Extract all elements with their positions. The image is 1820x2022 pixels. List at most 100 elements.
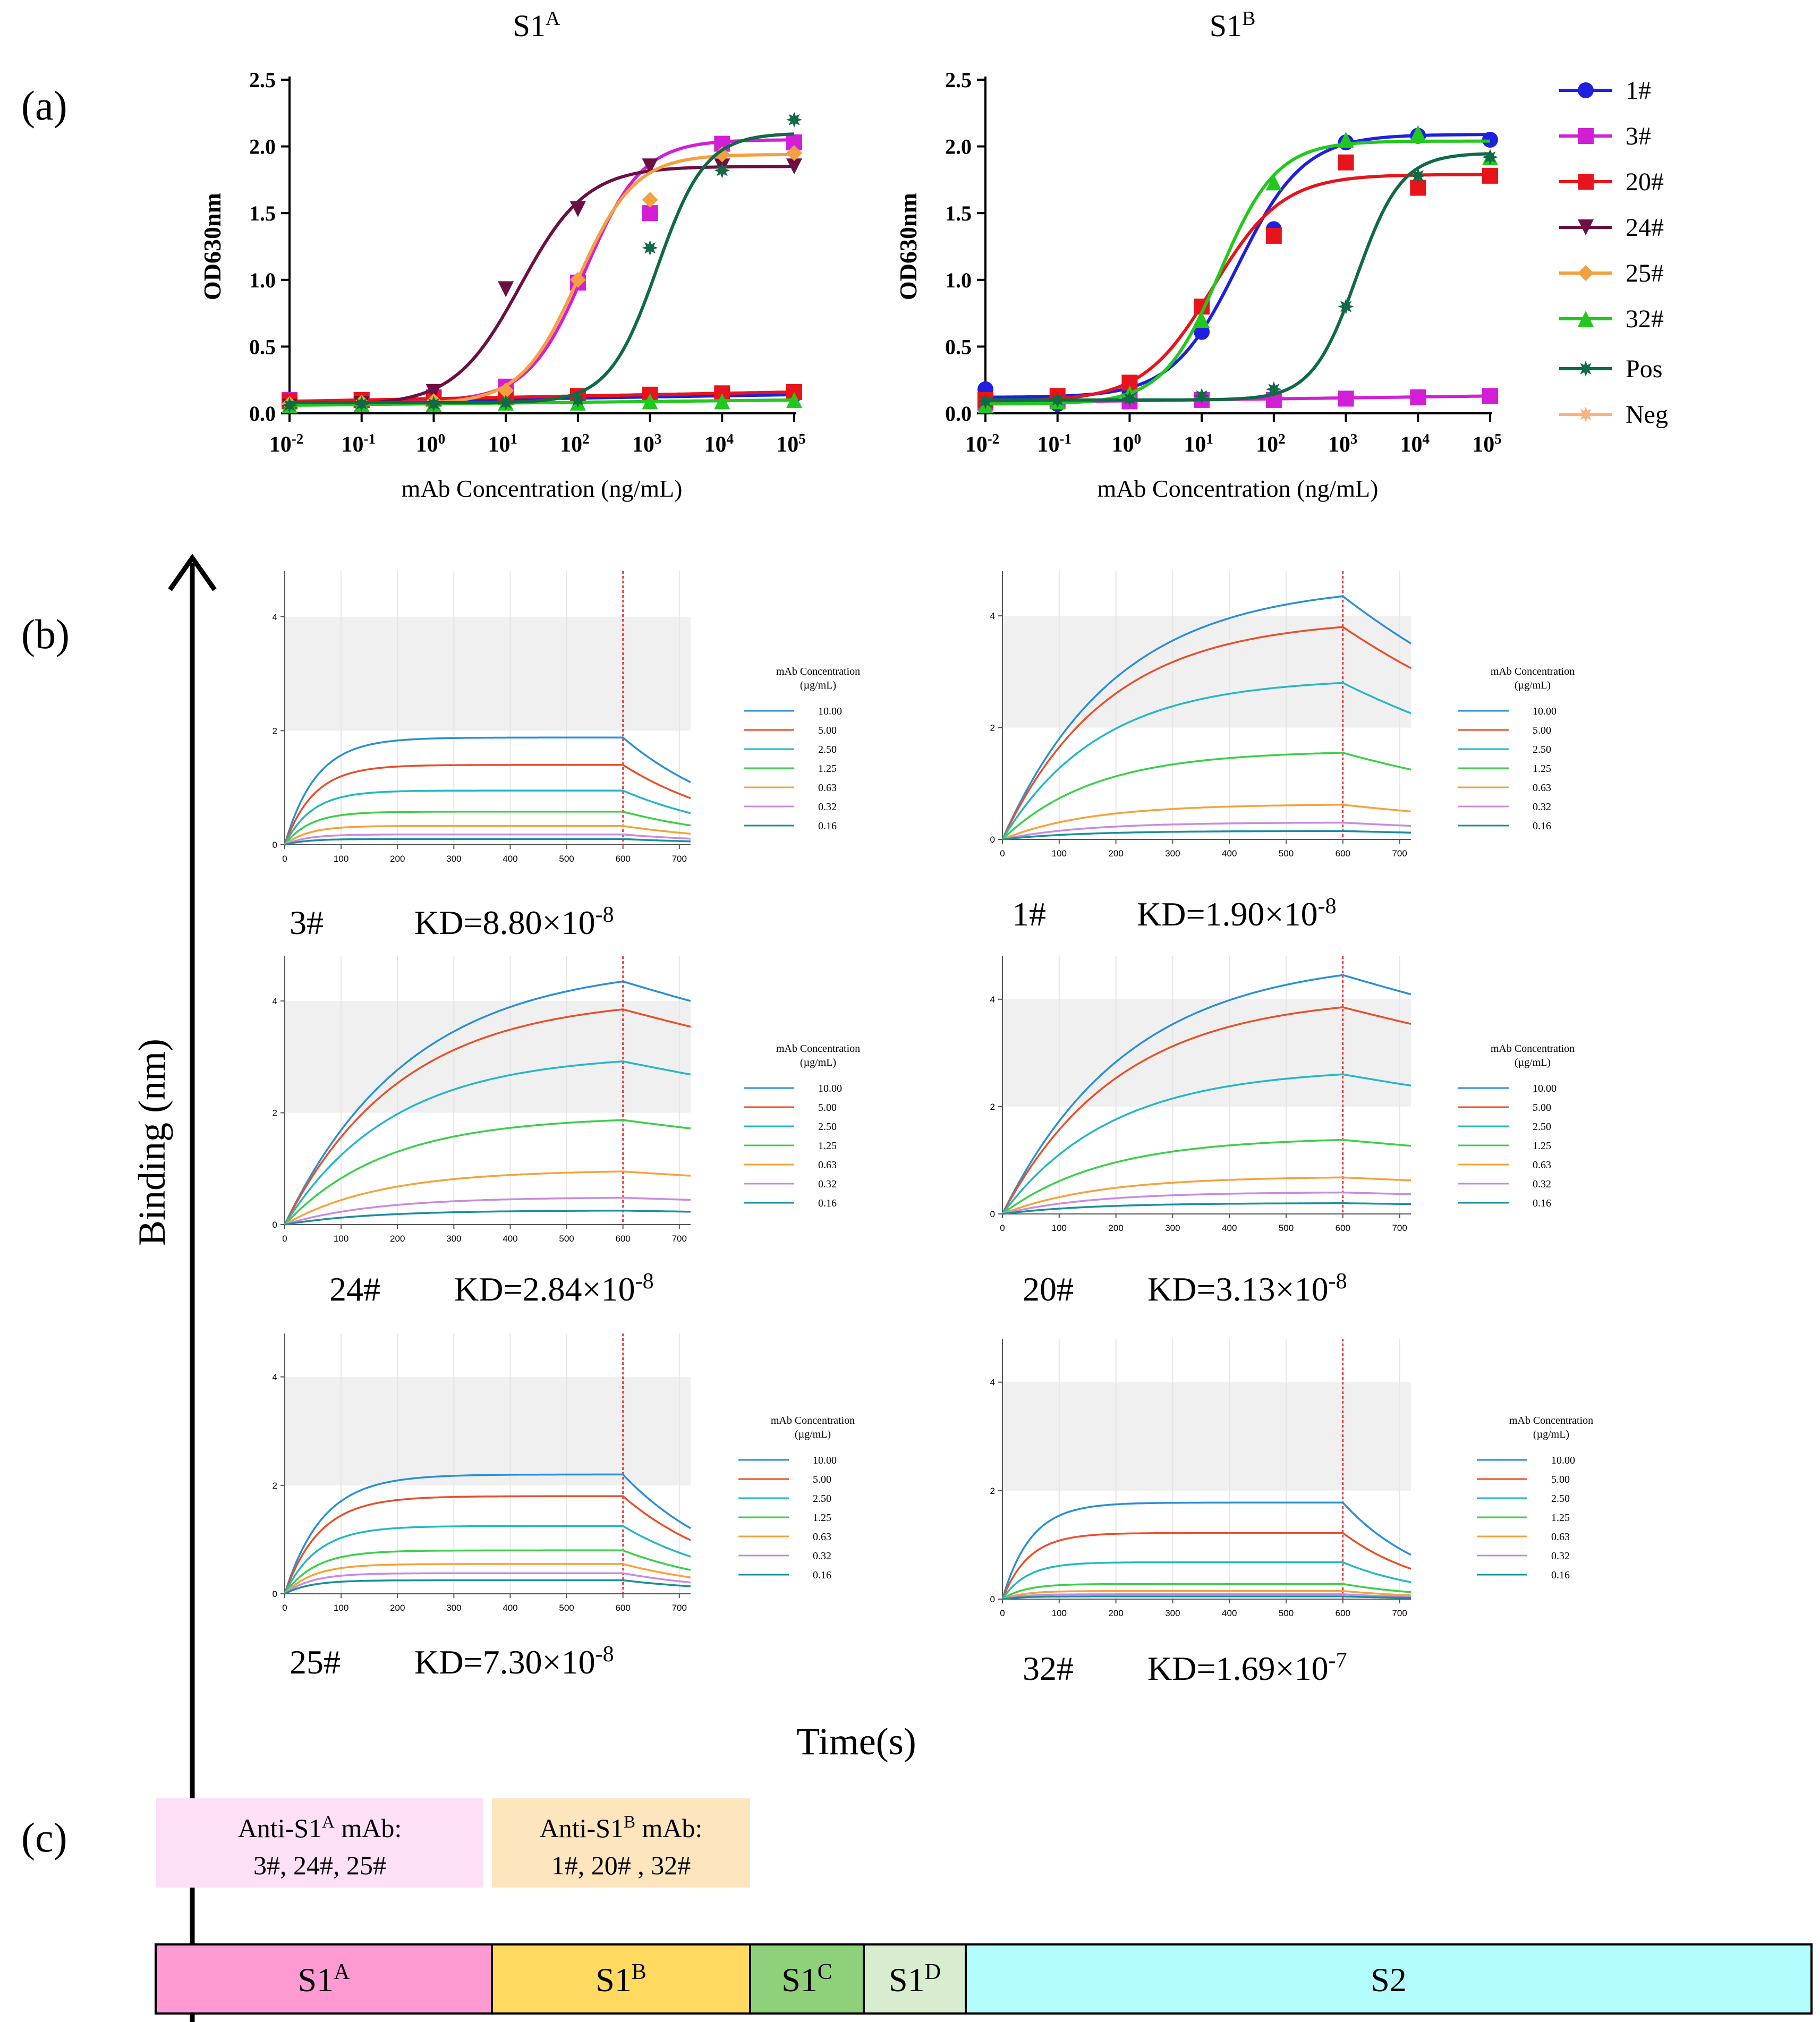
kd-value: KD=7.30×10-8 [414,1642,614,1681]
bli-legend-label: 2.50 [1533,744,1551,755]
sensorgram-0.16 [284,1209,691,1226]
sensorgram-1.25 [284,1119,691,1226]
sensorgram-2.50 [284,1060,691,1225]
bli-x-tick-label: 700 [672,1234,687,1244]
x-tick-label: 10-2 [965,431,1000,457]
sensorgram-0.16 [1002,830,1411,840]
legend-item-Neg: Neg [1559,401,1668,429]
data-point-3# [642,205,658,222]
domain-box [491,1943,751,2015]
sensorgram-0.63 [1002,804,1411,840]
data-point-32# [786,392,802,408]
data-point-Pos [498,394,514,411]
legend-marker [1578,219,1594,235]
bli-y-tick-label: 4 [273,1372,277,1382]
bli-legend-label: 0.63 [813,1531,831,1543]
bli-legend-unit: (µg/mL) [1515,1057,1551,1068]
x-tick-label: 102 [1256,431,1286,457]
bli-legend-unit: (µg/mL) [800,1057,836,1068]
sensorgram-2.50 [1001,1073,1411,1215]
bli-panel-25#: 0 100 200 300 400 500 600 700 0 2 4 mAb Concentrati… [273,1333,855,1681]
bli-x-tick-label: 700 [1392,1608,1407,1618]
x-tick-label: 100 [1112,431,1142,457]
bli-legend-label: 5.00 [818,725,837,736]
shaded-band [285,1377,691,1485]
kd-value: KD=2.84×10-8 [454,1269,654,1308]
sensorgram-10.00 [284,1473,691,1594]
bli-x-tick-label: 200 [390,854,405,864]
y-tick-label: 2.5 [249,68,276,92]
legend-item-32#: 32# [1559,305,1664,333]
bli-legend-label: 0.16 [818,820,837,832]
bli-x-tick-label: 200 [390,1603,405,1613]
bli-x-tick-label: 400 [503,1603,517,1613]
x-tick-label: 100 [416,431,446,457]
panel-label-b: (b) [21,611,70,657]
legend-label: 32# [1626,305,1664,333]
bli-y-tick-label: 4 [990,1378,995,1388]
sensorgram-5.00 [1001,626,1411,840]
data-point-25# [498,383,514,399]
y-tick-label: 2.0 [945,135,972,159]
panel-label-c: (c) [21,1814,67,1860]
domain-S1B: S1B [491,1943,751,2015]
domain-S1A: S1A [155,1943,493,2015]
x-tick-label: 10-1 [1037,431,1071,457]
domain-label: S1C [781,1960,832,1999]
y-tick-label: 2.0 [249,135,276,159]
y-tick-label: 0.5 [945,335,972,359]
legend-marker [1578,128,1594,144]
bli-mab-label: 1# [1012,895,1046,933]
shaded-band [285,616,691,731]
bli-x-tick-label: 400 [503,854,517,864]
panel-label-a: (a) [21,82,67,129]
bli-legend-label: 1.25 [818,763,837,775]
x-axis-label: mAb Concentration (ng/mL) [1098,475,1379,502]
data-point-24# [569,201,586,217]
bli-legend-title: mAb Concentration [1491,1043,1575,1055]
data-point-20# [1265,227,1282,244]
legend-marker [1578,174,1594,190]
kd-value: KD=8.80×10-8 [414,903,614,941]
y-axis-label: OD630nm [199,193,226,300]
data-point-Pos [1049,392,1066,408]
bli-legend-label: 0.32 [1533,1178,1551,1190]
data-point-3# [1338,390,1354,407]
bli-panel-20#: 0 100 200 300 400 500 600 700 0 2 4 mAb Concentrati… [990,956,1575,1308]
bli-x-tick-label: 500 [559,1603,574,1613]
bli-y-tick-label: 4 [990,611,995,621]
data-point-Pos [353,396,370,412]
sensorgram-0.32 [1002,821,1411,840]
bli-legend: mAb Concentration (µg/mL) 10.00 5.00 2.50 1.2… [1458,1043,1575,1209]
domain-label: S2 [1371,1961,1407,1999]
y-tick-label: 1.5 [945,201,972,225]
bli-legend-label: 0.16 [1533,820,1551,832]
bli-x-tick-label: 600 [1336,1608,1350,1618]
bli-x-tick-label: 400 [1222,1608,1237,1618]
bli-x-tick-label: 300 [1165,1608,1180,1618]
data-point-Pos [1194,388,1210,404]
legend-item-1#: 1# [1559,77,1651,105]
anti-s1a-box: Anti-S1A mAb: 3#, 24#, 25# [156,1798,483,1888]
bli-x-tick-label: 100 [1052,848,1067,859]
data-point-24# [642,158,658,175]
data-point-Pos [282,397,297,413]
bli-panel-1#: 0 100 200 300 400 500 600 700 0 2 4 mAb Concentrati… [990,571,1575,933]
sensorgram-5.00 [1001,1532,1411,1600]
bli-legend-title: mAb Concentration [776,1043,860,1055]
bli-legend-label: 5.00 [1533,1102,1551,1114]
kd-value: KD=1.90×10-8 [1137,894,1337,933]
bli-y-tick-label: 0 [273,1589,277,1599]
x-tick-label: 103 [632,431,662,457]
bli-legend-title: mAb Concentration [1491,666,1575,677]
sensorgram-2.50 [1001,1561,1411,1600]
bli-x-tick-label: 0 [282,854,287,864]
bli-panel-3#: 0 100 200 300 400 500 600 700 0 2 4 mAb Concentrati… [273,571,860,941]
chart-title: S1A [513,7,560,43]
bli-x-tick-label: 600 [615,854,630,864]
data-point-24# [498,281,514,298]
bli-legend-unit: (µg/mL) [1533,1429,1569,1440]
data-point-Pos [1410,167,1426,184]
shaded-band [285,1001,691,1113]
